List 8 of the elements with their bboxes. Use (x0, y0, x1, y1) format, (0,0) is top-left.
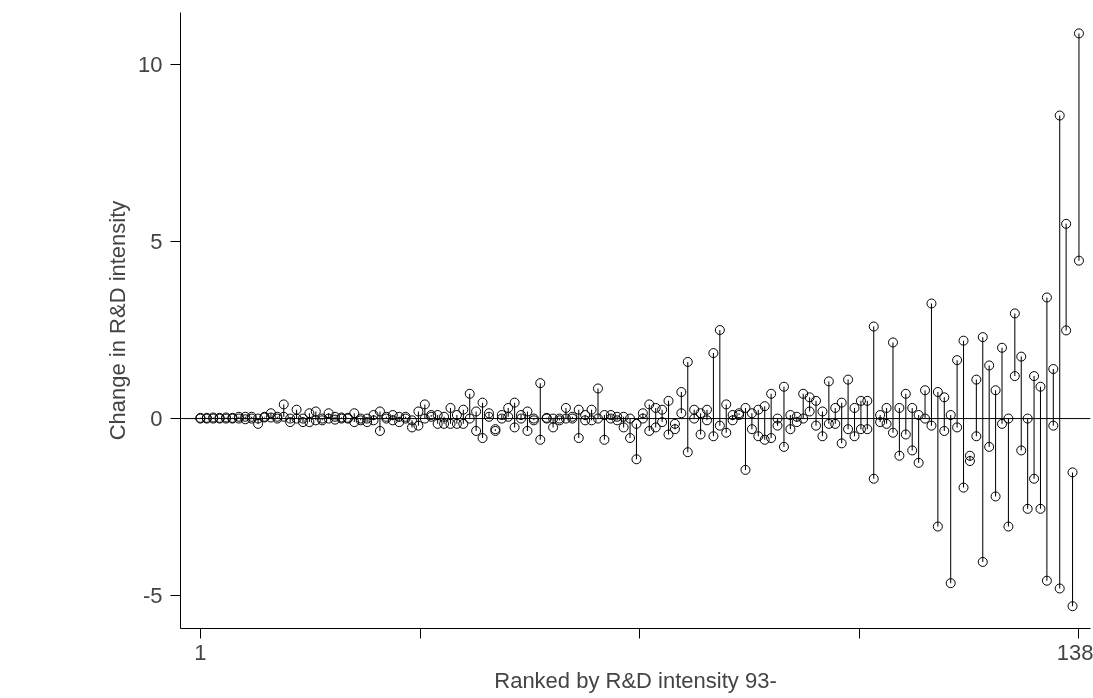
y-tick-label: 5 (150, 229, 163, 255)
y-tick-label: -5 (142, 583, 163, 609)
y-tick-label: 10 (138, 52, 163, 78)
x-tick-label: 138 (1056, 639, 1093, 665)
y-tick-label: 0 (150, 406, 163, 432)
y-axis-title: Change in R&D intensity (105, 200, 131, 441)
x-tick-label: 1 (194, 639, 207, 665)
x-axis-title: Ranked by R&D intensity 93- (494, 667, 777, 693)
